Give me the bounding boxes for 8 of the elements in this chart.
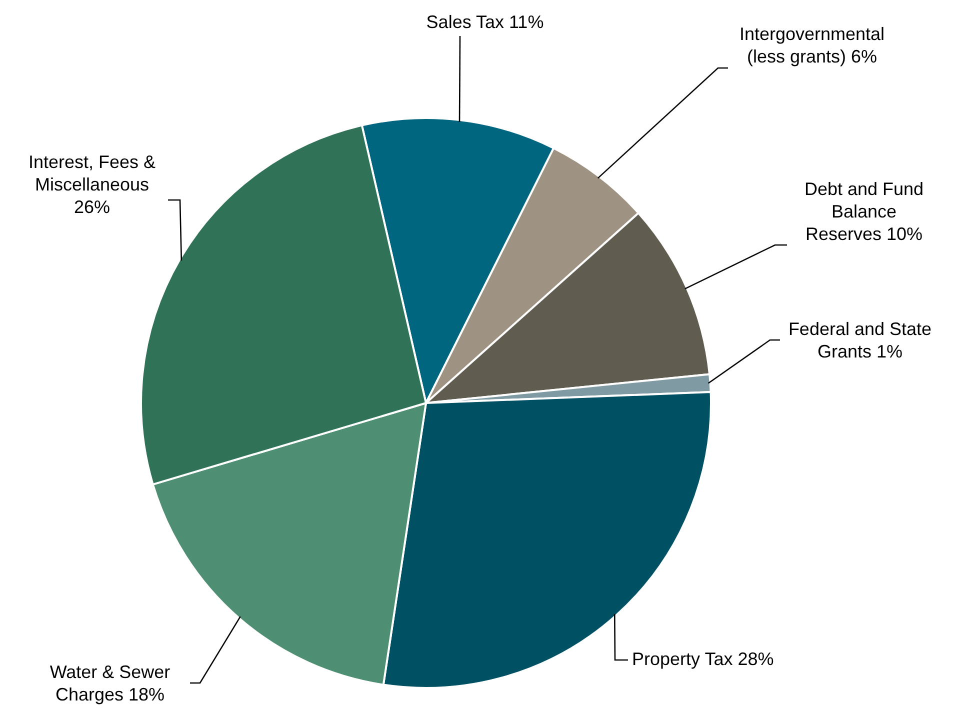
slice-label: Sales Tax 11%: [426, 12, 544, 32]
slice-label: Intergovernmental (less grants) 6%: [739, 24, 885, 66]
data-label: 26%: [74, 197, 110, 217]
slice-label: Property Tax 28%: [632, 649, 774, 669]
slice-label: Federal and State Grants 1%: [788, 319, 932, 362]
slice-label: Water & Sewer Charges 18%: [50, 662, 170, 704]
slice-label: Debt and Fund Balance Reserves 10%: [804, 179, 924, 244]
slice-label: Interest, Fees & Miscellaneous: [28, 152, 156, 194]
